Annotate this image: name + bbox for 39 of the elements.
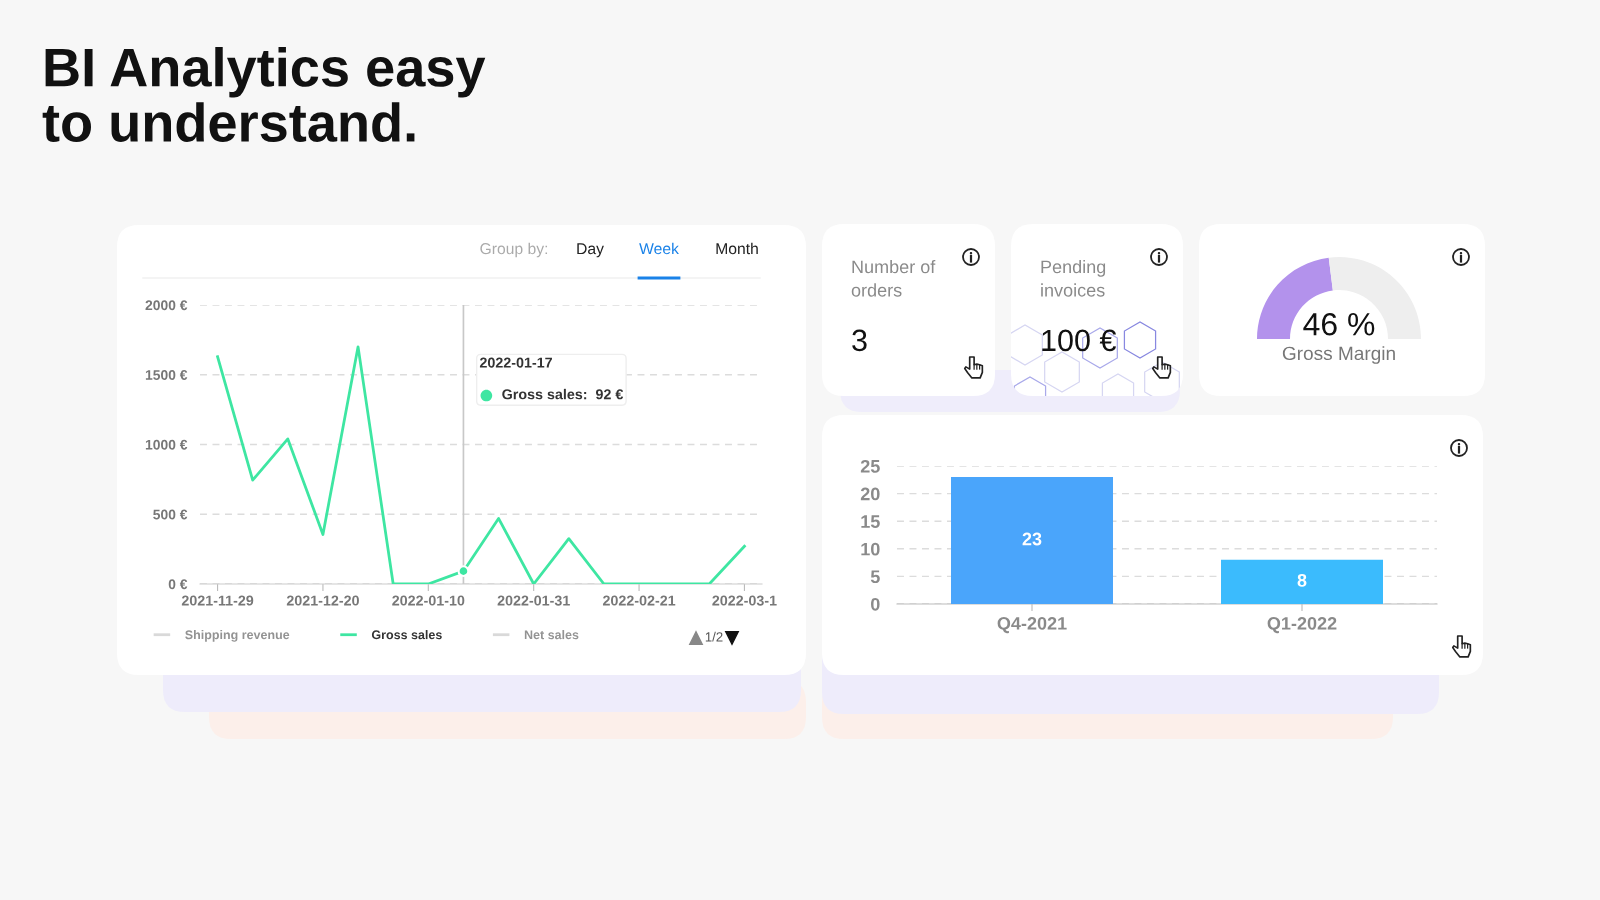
text: Day [577, 243, 604, 258]
y-tick-label: 0 € [168, 579, 188, 590]
y-tick-label: 2000 € [145, 300, 188, 311]
x-tick-label: 2022-02-21 [602, 595, 676, 606]
y-tick-label: 20 [860, 487, 880, 501]
text: Gross Margin [1282, 346, 1395, 364]
text: Month [716, 242, 758, 255]
y-tick-label: 10 [861, 542, 880, 556]
legend-label: Gross sales [371, 630, 442, 640]
y-tick-label: 5 [870, 570, 880, 584]
x-tick-label: 2022-03-1 [712, 595, 777, 606]
data-label: 8 [1297, 573, 1307, 587]
x-tick-label: Q1-2022 [1267, 616, 1337, 634]
data-label: 23 [1022, 532, 1042, 546]
x-tick-label: 2022-01-10 [392, 595, 465, 606]
text: Pending invoices [1041, 260, 1106, 297]
legend-label: Shipping revenue [185, 630, 290, 642]
text: Number of orders [851, 260, 936, 297]
x-tick-label: Q4-2021 [997, 616, 1067, 634]
y-tick-label: 1500 € [145, 370, 188, 380]
annotation: Gross sales: 92 € [502, 388, 624, 400]
y-tick-label: 0 [871, 597, 880, 611]
chart-title: BI Analytics easy to understand. [42, 47, 486, 142]
x-tick-label: 2021-12-20 [286, 595, 359, 606]
text: Group by: [480, 242, 548, 258]
x-tick-label: 2021-11-29 [181, 595, 254, 606]
text: Week [639, 242, 679, 255]
line-series [216, 345, 746, 584]
annotation: 2022-01-17 [479, 357, 552, 368]
y-tick-label: 1000 € [145, 439, 188, 450]
text: 1/2 [705, 631, 723, 642]
x-tick-label: 2022-01-31 [497, 595, 570, 606]
y-tick-label: 15 [861, 515, 880, 528]
text: 100 € [1042, 329, 1117, 352]
y-tick-label: 500 € [153, 509, 188, 520]
data-label: 46 % [1303, 312, 1375, 336]
text: 3 [852, 329, 867, 352]
y-tick-label: 25 [860, 459, 880, 473]
legend-label: Net sales [524, 630, 579, 640]
